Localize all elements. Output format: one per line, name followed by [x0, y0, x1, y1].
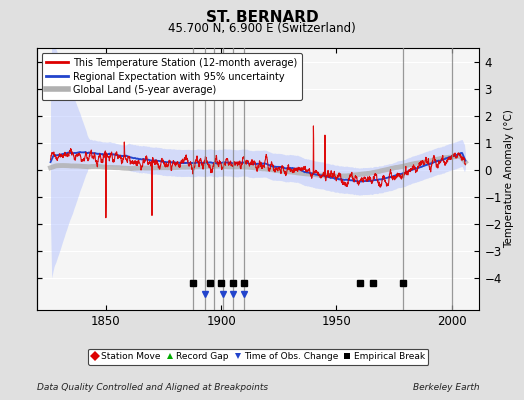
- Text: 45.700 N, 6.900 E (Switzerland): 45.700 N, 6.900 E (Switzerland): [168, 22, 356, 35]
- Legend: Station Move, Record Gap, Time of Obs. Change, Empirical Break: Station Move, Record Gap, Time of Obs. C…: [88, 348, 429, 365]
- Text: Berkeley Earth: Berkeley Earth: [413, 383, 479, 392]
- Y-axis label: Temperature Anomaly (°C): Temperature Anomaly (°C): [505, 110, 515, 248]
- Text: Data Quality Controlled and Aligned at Breakpoints: Data Quality Controlled and Aligned at B…: [37, 383, 268, 392]
- Text: ST. BERNARD: ST. BERNARD: [206, 10, 318, 25]
